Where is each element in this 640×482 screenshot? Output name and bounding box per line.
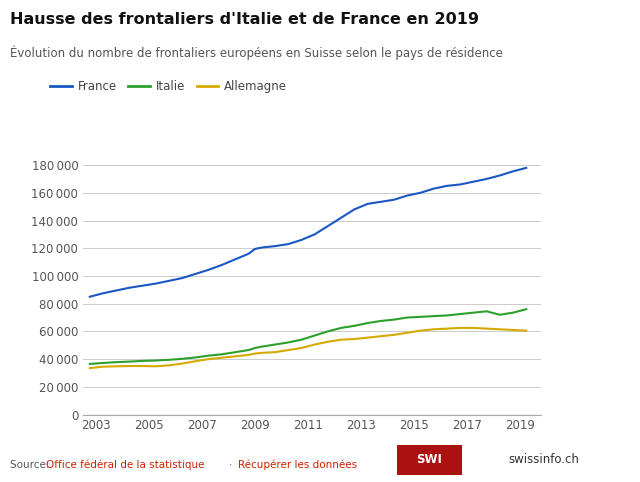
Text: in: in bbox=[582, 141, 598, 156]
Text: SWI: SWI bbox=[417, 453, 442, 466]
Text: Office fédéral de la statistique: Office fédéral de la statistique bbox=[46, 459, 205, 470]
Legend: France, Italie, Allemagne: France, Italie, Allemagne bbox=[45, 75, 292, 98]
Text: ·: · bbox=[229, 460, 232, 470]
FancyBboxPatch shape bbox=[397, 445, 462, 475]
Text: 🐦: 🐦 bbox=[586, 235, 595, 250]
Text: swissinfo.ch: swissinfo.ch bbox=[509, 453, 579, 466]
Text: Évolution du nombre de frontaliers européens en Suisse selon le pays de résidenc: Évolution du nombre de frontaliers europ… bbox=[10, 46, 502, 60]
Text: Récupérer les données: Récupérer les données bbox=[238, 459, 357, 470]
Text: f: f bbox=[586, 45, 595, 63]
Text: Source:: Source: bbox=[10, 460, 52, 470]
Text: Hausse des frontaliers d'Italie et de France en 2019: Hausse des frontaliers d'Italie et de Fr… bbox=[10, 12, 479, 27]
